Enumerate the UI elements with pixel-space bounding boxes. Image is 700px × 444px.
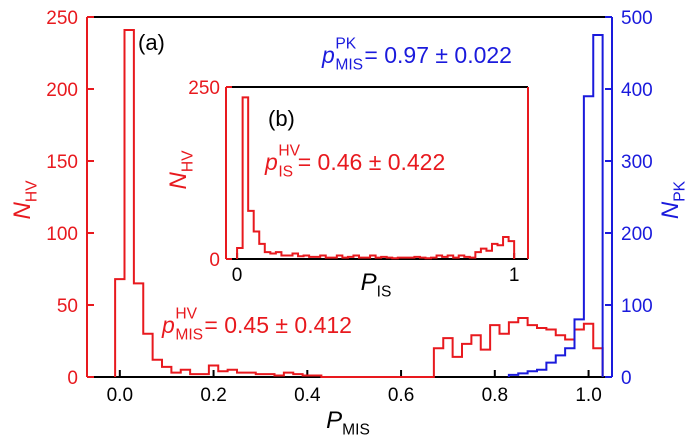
inset-x-tick-label: 1 [509, 265, 520, 286]
main-annotation-hv-symbol: p [161, 312, 175, 338]
main-left-tick-label: 0 [67, 368, 78, 389]
inset-series-HV [236, 96, 516, 260]
main-left-label-sub: HV [24, 180, 41, 202]
main-x-tick-label: 0.0 [107, 385, 133, 406]
main-x-tick-label: 0.6 [388, 385, 414, 406]
main-left-tick-label: 200 [46, 80, 78, 101]
inset-y-tick-label: 250 [188, 78, 220, 99]
main-left-tick-label: 50 [57, 296, 78, 317]
main-panel: 0.0 0.2 0.4 0.6 0.8 1.00501001502002500100200… [9, 8, 689, 439]
main-x-tick-label: 0.8 [482, 385, 508, 406]
inset-y-label-sub: HV [180, 150, 197, 172]
inset-annotation-hv-symbol: p [264, 149, 278, 175]
main-x-tick-label: 1.0 [575, 385, 601, 406]
main-right-label-main: N [657, 201, 684, 219]
main-annotation-hv-sub: MIS [175, 326, 203, 343]
main-series-HV [114, 28, 604, 378]
main-annotation-pk-value: = 0.97 ± 0.022 [364, 42, 512, 68]
main-x-label: PMIS [326, 407, 370, 439]
inset-panel-tag: (b) [268, 106, 295, 131]
main-left-label: NHV [9, 180, 41, 220]
main-panel-tag: (a) [138, 30, 165, 55]
inset-annotation-hv: p HV IS = 0.46 ± 0.422 [264, 143, 445, 181]
main-annotation-pk-sup: PK [335, 36, 356, 53]
inset-annotation-hv-sub: IS [278, 163, 293, 180]
main-right-tick-label: 200 [621, 224, 653, 245]
main-annotation-pk-symbol: p [321, 42, 335, 68]
main-x-label-main: P [326, 407, 342, 434]
main-right-tick-label: 400 [621, 80, 653, 101]
inset-x-label-main: P [361, 269, 377, 296]
main-right-tick-label: 100 [621, 296, 653, 317]
inset-x-tick-label: 0 [232, 265, 243, 286]
main-annotation-hv-value: = 0.45 ± 0.412 [204, 312, 352, 338]
main-x-label-sub: MIS [342, 422, 370, 439]
main-right-tick-label: 500 [621, 8, 653, 29]
main-left-tick-label: 250 [46, 8, 78, 29]
main-annotation-pk: p PK MIS = 0.97 ± 0.022 [321, 36, 512, 74]
main-right-label-sub: PK [672, 180, 689, 201]
main-annotation-pk-sub: MIS [335, 56, 363, 73]
main-annotation-hv-sup: HV [175, 306, 197, 323]
main-right-tick-label: 300 [621, 152, 653, 173]
inset-annotation-hv-sup: HV [278, 143, 300, 160]
main-x-tick-label: 0.2 [200, 385, 226, 406]
main-left-tick-label: 100 [46, 224, 78, 245]
main-x-tick-label: 0.4 [294, 385, 321, 406]
main-series-PK [507, 34, 604, 377]
main-right-label: NPK [657, 180, 689, 219]
inset-annotation-hv-value: = 0.46 ± 0.422 [298, 149, 446, 175]
main-left-label-main: N [9, 202, 36, 220]
main-left-tick-label: 150 [46, 152, 78, 173]
inset-background [226, 87, 528, 259]
inset-y-label-main: N [165, 172, 192, 190]
main-right-tick-label: 0 [621, 368, 632, 389]
main-annotation-hv: p HV MIS = 0.45 ± 0.412 [161, 306, 352, 344]
inset-y-label: NHV [165, 150, 197, 190]
inset-x-label: PIS [361, 269, 392, 301]
inset-x-label-sub: IS [377, 284, 392, 301]
inset-y-tick-label: 0 [209, 250, 220, 271]
